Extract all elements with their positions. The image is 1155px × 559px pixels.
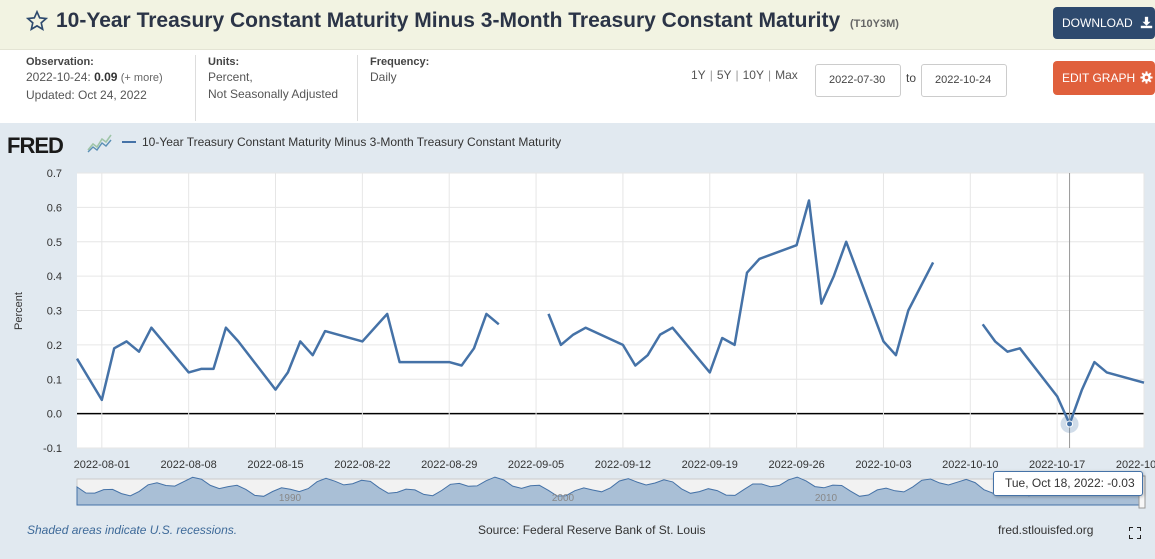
x-tick-label: 2022-08-15: [247, 459, 303, 471]
fred-logo: FRED: [7, 133, 64, 158]
range-separator: |: [709, 68, 713, 82]
range-separator: |: [767, 68, 772, 82]
line-chart[interactable]: -0.1 0.0 0.1 0.2 0.3 0.4 0.5 0.6 0.7 2022-08-01 2…: [0, 123, 1155, 513]
tooltip-date: Tue, Oct 18, 2022:: [1005, 476, 1104, 490]
edit-graph-button[interactable]: EDIT GRAPH: [1053, 61, 1155, 95]
frequency-block: Frequency: Daily: [357, 55, 437, 121]
range-navigator[interactable]: 1990 2000 2010: [76, 475, 1146, 509]
observation-block: Observation: 2022-10-24: 0.09 (+ more) U…: [26, 55, 194, 121]
series-title-text: 10-Year Treasury Constant Maturity Minus…: [56, 9, 841, 32]
y-tick-label: 0.1: [47, 374, 62, 386]
x-tick-label: 2022-08-01: [74, 459, 130, 471]
y-tick-label: 0.6: [47, 202, 62, 214]
units-line-2: Not Seasonally Adjusted: [208, 87, 339, 101]
series-line: [981, 323, 1145, 426]
frequency-value: Daily: [370, 70, 397, 84]
start-date-input[interactable]: 2022-07-30: [815, 64, 901, 97]
page-header: 10-Year Treasury Constant Maturity Minus…: [0, 0, 1155, 50]
y-tick-label: 0.3: [47, 306, 62, 318]
units-block: Units: Percent, Not Seasonally Adjusted: [195, 55, 360, 121]
x-tick-label: 2022-08-22: [334, 459, 390, 471]
series-id: (T10Y3M): [850, 18, 899, 30]
data-tooltip: Tue, Oct 18, 2022: -0.03: [993, 471, 1143, 496]
navigator-tick-label: 2000: [552, 493, 575, 504]
updated-date: Updated: Oct 24, 2022: [26, 88, 147, 102]
site-link[interactable]: fred.stlouisfed.org: [998, 523, 1094, 537]
fred-logo-chart-icon: [87, 132, 112, 153]
series-line: [547, 199, 935, 374]
x-tick-label: 2022-10-17: [1029, 459, 1085, 471]
end-date-input[interactable]: 2022-10-24: [921, 64, 1007, 97]
series-title: 10-Year Treasury Constant Maturity Minus…: [56, 9, 899, 33]
y-axis-title: Percent: [13, 292, 25, 330]
star-icon[interactable]: [26, 10, 48, 32]
range-separator: |: [735, 68, 739, 82]
x-tick-label: 2022-09-12: [595, 459, 651, 471]
y-tick-label: 0.5: [47, 237, 62, 249]
x-tick-label: 2022-08-29: [421, 459, 477, 471]
x-tick-label: 2022-08-08: [161, 459, 217, 471]
observation-value: 0.09: [94, 70, 118, 84]
hover-point: [1066, 420, 1074, 428]
y-tick-label: -0.1: [43, 443, 62, 455]
x-tick-label: 2022-10-03: [855, 459, 911, 471]
y-tick-label: 0.4: [47, 271, 62, 283]
units-line-1: Percent,: [208, 70, 253, 84]
navigator-series: [76, 476, 1145, 506]
navigator-tick-label: 1990: [279, 493, 302, 504]
recession-note: Shaded areas indicate U.S. recessions.: [27, 523, 238, 537]
observation-label: Observation:: [26, 56, 94, 68]
observation-date: 2022-10-24:: [26, 70, 91, 84]
observation-more-link[interactable]: (+ more): [120, 72, 163, 84]
y-tick-label: 0.7: [47, 168, 62, 180]
series-line: [75, 312, 500, 402]
y-tick-label: 0.0: [47, 409, 62, 421]
edit-graph-label: EDIT GRAPH: [1062, 71, 1136, 85]
range-max[interactable]: Max: [775, 68, 798, 82]
x-tick-label: 2022-10-10: [942, 459, 998, 471]
range-1y[interactable]: 1Y: [691, 68, 706, 82]
gear-icon: [1140, 71, 1154, 84]
fullscreen-icon[interactable]: [1129, 527, 1141, 539]
download-button[interactable]: DOWNLOAD: [1053, 7, 1155, 39]
legend-swatch: [122, 141, 136, 143]
frequency-label: Frequency:: [370, 56, 430, 68]
units-label: Units:: [208, 56, 240, 68]
range-10y[interactable]: 10Y: [742, 68, 764, 82]
tooltip-value: -0.03: [1107, 476, 1135, 490]
download-icon: [1140, 16, 1153, 29]
range-5y[interactable]: 5Y: [716, 68, 732, 82]
legend-series-label: 10-Year Treasury Constant Maturity Minus…: [142, 135, 562, 149]
date-to-label: to: [906, 71, 917, 85]
y-tick-label: 0.2: [47, 340, 62, 352]
chart-legend: 10-Year Treasury Constant Maturity Minus…: [122, 135, 561, 149]
x-tick-label: 2022-10-24: [1116, 459, 1155, 471]
x-tick-label: 2022-09-19: [682, 459, 738, 471]
x-tick-label: 2022-09-26: [768, 459, 824, 471]
range-selector: 1Y | 5Y | 10Y | Max: [691, 68, 798, 82]
chart-panel: FRED 10-Year Treasury Constant Maturity …: [0, 123, 1155, 559]
navigator-tick-label: 2010: [815, 493, 838, 504]
source-note: Source: Federal Reserve Bank of St. Loui…: [478, 523, 706, 537]
x-tick-label: 2022-09-05: [508, 459, 564, 471]
download-button-label: DOWNLOAD: [1062, 16, 1133, 30]
